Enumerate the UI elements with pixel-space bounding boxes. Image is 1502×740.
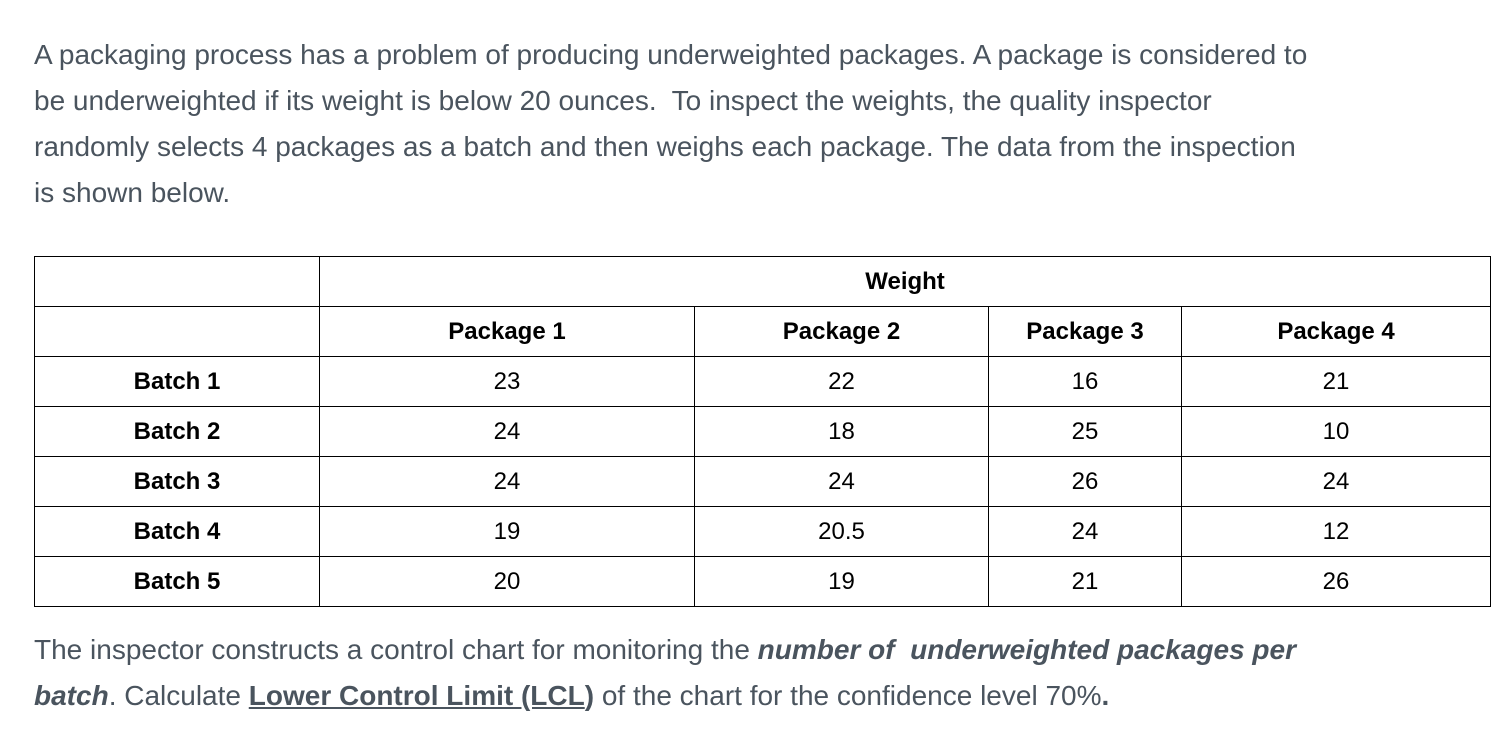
weight-header-cell: Weight	[318, 256, 1492, 307]
question-text-segment: .	[1101, 680, 1110, 711]
package-header-cell: Package 1	[319, 306, 695, 357]
batch-label-cell: Batch 2	[34, 406, 320, 457]
question-text-segment: of the chart for the confidence level 70…	[594, 680, 1102, 711]
weight-value-cell: 20	[319, 556, 695, 607]
package-header-cell: Package 4	[1180, 306, 1492, 357]
weights-table: Weight Package 1 Package 2 Package 3 Packag…	[34, 256, 1492, 607]
weight-value-cell: 19	[694, 556, 989, 607]
weight-value-cell: 26	[988, 456, 1182, 507]
weight-header-row: Weight	[34, 256, 1492, 307]
weight-value-cell: 21	[988, 556, 1182, 607]
weight-value-cell: 22	[694, 356, 989, 407]
table-row: Batch 1 23 22 16 21	[34, 356, 1492, 407]
question-text-segment: . Calculate	[108, 680, 249, 711]
question-line: The inspector constructs a control chart…	[34, 627, 1490, 673]
intro-line: randomly selects 4 packages as a batch a…	[34, 131, 1296, 162]
weight-value-cell: 23	[319, 356, 695, 407]
question-text-segment: )	[584, 680, 595, 711]
weight-value-cell: 24	[1180, 456, 1492, 507]
package-header-row: Package 1 Package 2 Package 3 Package 4	[34, 306, 1492, 357]
weight-value-cell: 20.5	[694, 506, 989, 557]
table-row: Batch 5 20 19 21 26	[34, 556, 1492, 607]
weight-value-cell: 26	[1180, 556, 1492, 607]
package-header-cell: Package 3	[988, 306, 1182, 357]
weight-value-cell: 12	[1180, 506, 1492, 557]
table-row: Batch 2 24 18 25 10	[34, 406, 1492, 457]
weight-value-cell: 24	[319, 456, 695, 507]
question-paragraph: The inspector constructs a control chart…	[34, 627, 1490, 719]
weight-value-cell: 19	[319, 506, 695, 557]
weight-value-cell: 24	[694, 456, 989, 507]
weight-value-cell: 25	[988, 406, 1182, 457]
batch-label-cell: Batch 5	[34, 556, 320, 607]
question-text-segment: The inspector constructs a control chart…	[34, 634, 758, 665]
table-row: Batch 4 19 20.5 24 12	[34, 506, 1492, 557]
intro-line: is shown below.	[34, 177, 231, 208]
table-corner-cell	[34, 256, 320, 307]
intro-line: A packaging process has a problem of pro…	[34, 39, 1308, 70]
table-empty-cell	[34, 306, 320, 357]
question-text-segment: Lower Control Limit (LCL	[248, 680, 585, 711]
weight-value-cell: 10	[1180, 406, 1492, 457]
weight-value-cell: 24	[319, 406, 695, 457]
weight-value-cell: 18	[694, 406, 989, 457]
table-row: Batch 3 24 24 26 24	[34, 456, 1492, 507]
intro-line: be underweighted if its weight is below …	[34, 85, 1212, 116]
weight-value-cell: 21	[1180, 356, 1492, 407]
intro-paragraph: A packaging process has a problem of pro…	[34, 32, 1490, 216]
question-line: batch. Calculate Lower Control Limit (LC…	[34, 673, 1490, 719]
batch-label-cell: Batch 1	[34, 356, 320, 407]
question-text-segment: batch	[34, 680, 109, 711]
weight-value-cell: 16	[988, 356, 1182, 407]
package-header-cell: Package 2	[694, 306, 989, 357]
question-text-segment: number of underweighted packages per	[757, 634, 1297, 665]
batch-label-cell: Batch 4	[34, 506, 320, 557]
batch-label-cell: Batch 3	[34, 456, 320, 507]
weight-value-cell: 24	[988, 506, 1182, 557]
